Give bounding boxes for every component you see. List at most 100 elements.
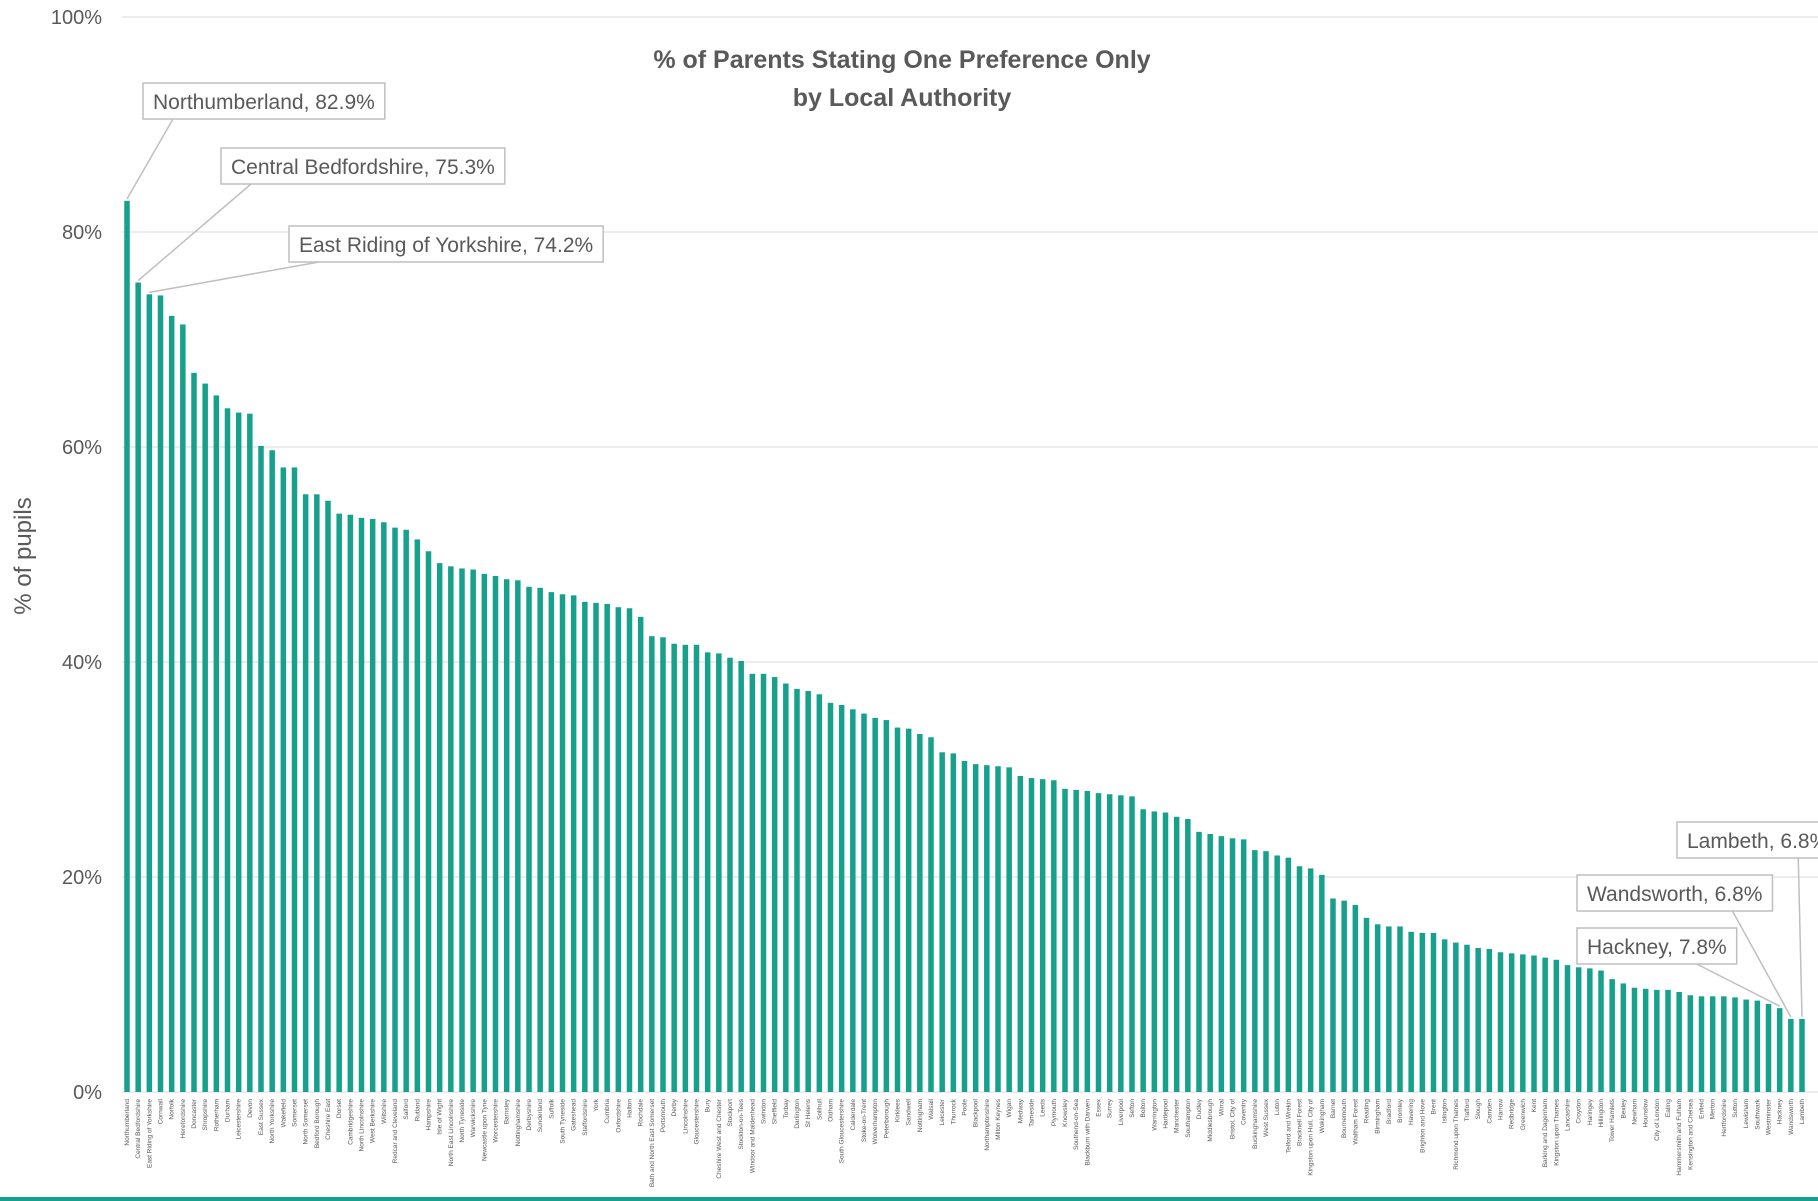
x-tick-label: Poole: [962, 1099, 969, 1116]
x-tick-label: North Somerset: [303, 1099, 310, 1145]
x-tick-label: Camden: [1486, 1099, 1493, 1124]
bar: [1084, 791, 1091, 1092]
x-tick-label: Redcar and Cleveland: [392, 1099, 399, 1164]
bar: [146, 294, 153, 1093]
x-tick-label: Essex: [1096, 1098, 1103, 1116]
x-tick-label: Hackney: [1777, 1098, 1784, 1124]
bar: [850, 709, 856, 1092]
bar: [1307, 868, 1314, 1092]
x-tick-label: Cheshire West and Chester: [716, 1098, 723, 1179]
x-tick-label: Kent: [1531, 1099, 1538, 1113]
bar: [559, 594, 566, 1092]
x-tick-label: Barnsley: [504, 1098, 511, 1124]
x-tick-label: West Berkshire: [370, 1099, 377, 1143]
x-tick-label: Southend-on-Sea: [1073, 1099, 1080, 1150]
x-tick-label: Barking and Dagenham: [1542, 1099, 1549, 1167]
bar: [1531, 955, 1537, 1092]
bar: [861, 713, 867, 1092]
x-tick-label: Enfield: [1699, 1099, 1706, 1119]
x-tick-label: North East Lincolnshire: [448, 1099, 455, 1167]
bar: [1252, 850, 1258, 1092]
bar: [1799, 1018, 1805, 1092]
x-tick-label: Middlesbrough: [1207, 1099, 1214, 1142]
bar: [1039, 779, 1046, 1092]
bar: [1296, 866, 1303, 1092]
bar: [1319, 874, 1325, 1092]
x-tick-label: Torbay: [783, 1098, 790, 1118]
x-tick-label: Stockport: [727, 1099, 734, 1127]
x-tick-label: Bournemouth: [1341, 1099, 1348, 1138]
x-tick-label: Hartlepool: [1163, 1098, 1170, 1128]
bar: [1263, 851, 1269, 1092]
callout-label: Wandsworth, 6.8%: [1587, 883, 1762, 906]
bar: [1765, 1003, 1772, 1092]
callout-label: East Riding of Yorkshire, 74.2%: [299, 234, 593, 257]
bar: [682, 644, 689, 1092]
bar: [593, 602, 599, 1092]
x-tick-label: Bury: [705, 1098, 712, 1112]
bottom-rule: [0, 1197, 1818, 1201]
x-tick-label: Brighton and Hove: [1419, 1099, 1426, 1153]
x-tick-label: Northumberland: [124, 1099, 131, 1146]
bar: [1229, 838, 1236, 1092]
chart-title: % of Parents Stating One Preference Only: [653, 46, 1150, 74]
x-tick-label: York: [593, 1098, 600, 1112]
x-tick-label: Dorset: [336, 1099, 343, 1118]
bar: [1453, 942, 1459, 1092]
x-tick-label: Liverpool: [1118, 1098, 1125, 1125]
callout-leader: [137, 183, 252, 282]
x-tick-label: Herefordshire: [180, 1099, 187, 1139]
bar: [1363, 917, 1370, 1092]
x-tick-label: Warrington: [1151, 1099, 1158, 1131]
bar: [1598, 970, 1604, 1092]
callout-leader: [1797, 857, 1803, 1017]
bar: [1721, 996, 1727, 1092]
bar: [1341, 900, 1347, 1092]
bar: [347, 514, 354, 1092]
x-tick-label: Thurrock: [950, 1098, 957, 1124]
callout-box: [1576, 874, 1774, 912]
x-tick-label: Hillingdon: [1598, 1099, 1605, 1128]
x-tick-label: South Tyneside: [560, 1099, 567, 1144]
bar: [961, 760, 968, 1092]
bar: [414, 539, 421, 1092]
bar: [235, 412, 242, 1093]
x-tick-label: Tameside: [1029, 1099, 1036, 1127]
x-tick-label: Bristol, City of: [1230, 1099, 1237, 1139]
bar: [202, 383, 208, 1092]
x-tick-label: Luton: [1274, 1099, 1281, 1116]
x-tick-label: Blackburn with Darwen: [1084, 1099, 1091, 1166]
bar: [1386, 926, 1392, 1092]
x-tick-label: Oldham: [828, 1099, 835, 1122]
callout-leader: [1696, 963, 1781, 1007]
bar: [124, 200, 130, 1092]
bar: [1419, 932, 1426, 1092]
x-tick-label: Bexley: [1620, 1098, 1627, 1118]
x-tick-label: Kensington and Chelsea: [1687, 1099, 1694, 1170]
bar: [1140, 809, 1146, 1092]
x-tick-label: Tower Hamlets: [1609, 1098, 1616, 1142]
callout-leader: [1731, 910, 1792, 1018]
x-tick-label: Wiltshire: [381, 1099, 388, 1124]
x-tick-label: City of London: [1654, 1099, 1661, 1141]
x-tick-label: Worcestershire: [493, 1099, 500, 1143]
x-tick-label: North Yorkshire: [269, 1099, 276, 1144]
x-tick-label: Nottingham: [917, 1099, 924, 1132]
x-tick-label: Sutton: [1732, 1099, 1739, 1118]
callout-box: [1676, 821, 1818, 859]
bar: [749, 673, 756, 1092]
x-tick-label: Surrey: [1107, 1098, 1114, 1118]
x-tick-label: Bracknell Forest: [1297, 1099, 1304, 1146]
x-tick-label: Peterborough: [883, 1099, 890, 1139]
x-tick-label: Durham: [225, 1099, 232, 1122]
bar: [1285, 857, 1292, 1092]
bar: [693, 644, 700, 1092]
bar: [280, 467, 287, 1092]
bar: [1743, 999, 1749, 1092]
x-tick-label: Derby: [671, 1098, 678, 1116]
bar: [917, 734, 923, 1092]
x-tick-label: Halton: [627, 1099, 634, 1118]
x-tick-label: Cambridgeshire: [347, 1099, 354, 1145]
bar: [928, 737, 934, 1092]
